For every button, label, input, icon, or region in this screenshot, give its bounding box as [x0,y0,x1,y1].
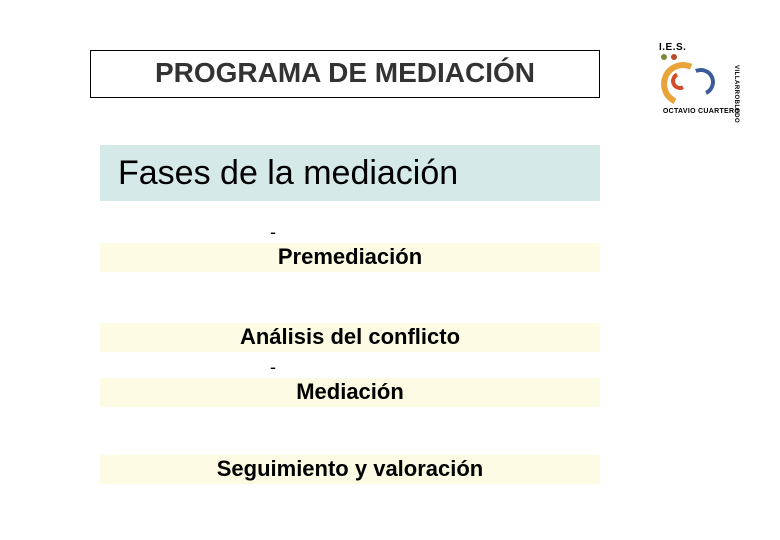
logo-graphic: VILLARROBLEDO [659,62,719,106]
phase-strip-1: Premediación [100,243,600,272]
phase-label-3: Mediación [296,379,404,404]
logo-dot-red [671,54,677,60]
title-box: PROGRAMA DE MEDIACIÓN [90,50,600,98]
logo-acronym: I.E.S. [659,42,744,53]
school-logo: I.E.S. VILLARROBLEDO OCTAVIO CUARTERO [659,42,744,122]
phase-strip-2: Análisis del conflicto [100,323,600,352]
subtitle-text: Fases de la mediación [118,154,458,193]
subtitle-box: Fases de la mediación [100,145,600,201]
phase-label-2: Análisis del conflicto [240,324,460,349]
dash-above-phase-1: - [100,222,276,243]
page-title: PROGRAMA DE MEDIACIÓN [155,57,535,88]
logo-dots [659,54,744,60]
dash-above-phase-3: - [100,357,276,378]
slide-page: PROGRAMA DE MEDIACIÓN I.E.S. VILLARROBLE… [0,0,780,540]
logo-side-text: VILLARROBLEDO [725,64,739,124]
phase-strip-3: Mediación [100,378,600,407]
phase-strip-4: Seguimiento y valoración [100,455,600,484]
phase-label-1: Premediación [278,244,422,269]
phase-label-4: Seguimiento y valoración [217,456,484,481]
logo-dot-green [661,54,667,60]
header-row: PROGRAMA DE MEDIACIÓN I.E.S. VILLARROBLE… [0,22,780,112]
